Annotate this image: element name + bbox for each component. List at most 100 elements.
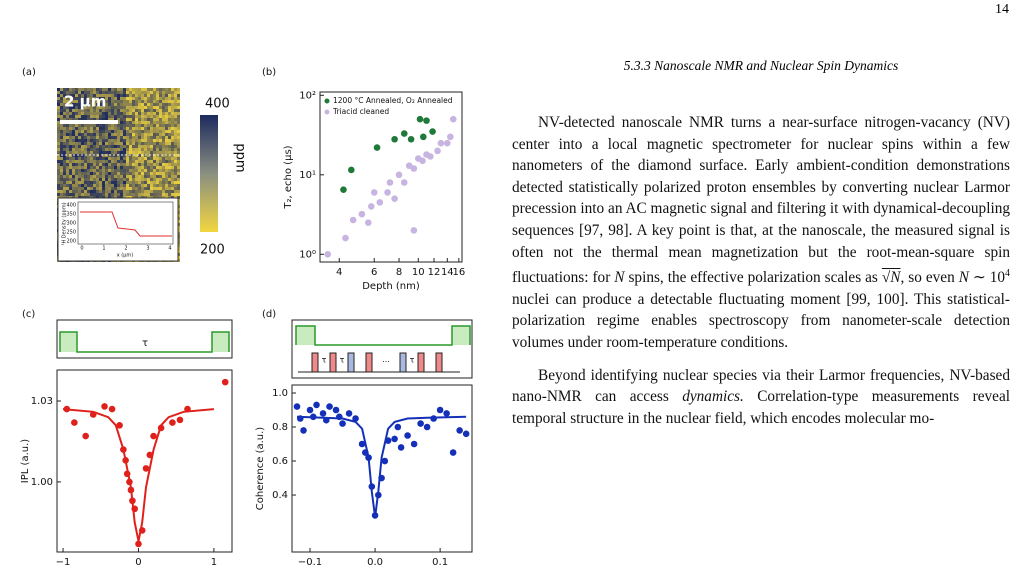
heat-cell — [105, 139, 108, 142]
data-point — [335, 413, 343, 421]
heat-cell — [117, 172, 120, 175]
heat-cell — [129, 100, 132, 103]
heat-cell — [168, 163, 171, 166]
heat-cell — [114, 88, 117, 91]
heat-cell — [138, 100, 141, 103]
heat-cell — [99, 193, 102, 196]
heat-cell — [129, 103, 132, 106]
heat-cell — [117, 103, 120, 106]
heat-cell — [102, 91, 105, 94]
heat-cell — [168, 94, 171, 97]
heat-cell — [75, 163, 78, 166]
heat-cell — [129, 127, 132, 130]
heat-cell — [84, 106, 87, 109]
heat-cell — [72, 178, 75, 181]
heat-cell — [135, 115, 138, 118]
heat-cell — [57, 109, 60, 112]
heat-cell — [111, 157, 114, 160]
heat-cell — [81, 148, 84, 151]
heat-cell — [144, 172, 147, 175]
heat-cell — [174, 148, 177, 151]
heat-cell — [177, 121, 180, 124]
heat-cell — [150, 166, 153, 169]
heat-cell — [96, 181, 99, 184]
heat-cell — [66, 169, 69, 172]
heat-cell — [177, 94, 180, 97]
heat-cell — [117, 190, 120, 193]
data-point — [120, 446, 127, 453]
heat-cell — [138, 130, 141, 133]
heat-cell — [66, 154, 69, 157]
heat-cell — [90, 103, 93, 106]
heat-cell — [84, 127, 87, 130]
heat-cell — [132, 163, 135, 166]
heat-cell — [165, 100, 168, 103]
heat-cell — [129, 148, 132, 151]
heat-cell — [105, 97, 108, 100]
heat-cell — [81, 109, 84, 112]
heat-cell — [84, 163, 87, 166]
heat-cell — [102, 178, 105, 181]
x-tick-label: −1 — [56, 557, 71, 568]
heat-cell — [132, 157, 135, 160]
heat-cell — [159, 172, 162, 175]
data-point — [358, 440, 366, 448]
heat-cell — [132, 97, 135, 100]
heat-cell — [84, 169, 87, 172]
heat-cell — [96, 160, 99, 163]
heat-cell — [75, 124, 78, 127]
heat-cell — [84, 109, 87, 112]
heat-cell — [57, 166, 60, 169]
heat-cell — [123, 172, 126, 175]
heat-cell — [108, 157, 111, 160]
heat-cell — [135, 157, 138, 160]
heat-cell — [72, 148, 75, 151]
scale-bar-label: 2 µm — [64, 93, 106, 111]
heat-cell — [81, 130, 84, 133]
heat-cell — [171, 142, 174, 145]
heat-cell — [126, 97, 129, 100]
heat-cell — [93, 181, 96, 184]
pulse-box — [56, 319, 233, 359]
heat-cell — [165, 178, 168, 181]
heat-cell — [135, 130, 138, 133]
heat-cell — [156, 97, 159, 100]
heat-cell — [138, 127, 141, 130]
heat-cell — [159, 121, 162, 124]
heat-cell — [105, 91, 108, 94]
heat-cell — [171, 91, 174, 94]
heat-cell — [69, 163, 72, 166]
heat-cell — [60, 151, 63, 154]
heat-cell — [153, 193, 156, 196]
heat-cell — [66, 166, 69, 169]
heat-cell — [57, 184, 60, 187]
heat-cell — [90, 169, 93, 172]
heat-cell — [123, 184, 126, 187]
x-tick-label: 12 — [428, 267, 441, 278]
heat-cell — [78, 157, 81, 160]
heat-cell — [138, 124, 141, 127]
heat-cell — [147, 106, 150, 109]
heat-cell — [75, 91, 78, 94]
heat-cell — [96, 94, 99, 97]
heat-cell — [60, 97, 63, 100]
heat-cell — [78, 148, 81, 151]
inset-tick: 300 — [66, 221, 76, 227]
heat-cell — [135, 178, 138, 181]
heat-cell — [63, 178, 66, 181]
heat-cell — [120, 160, 123, 163]
heat-cell — [111, 130, 114, 133]
data-point — [352, 415, 359, 422]
heat-cell — [72, 88, 75, 91]
heat-cell — [90, 139, 93, 142]
heat-cell — [174, 115, 177, 118]
heat-cell — [102, 142, 105, 145]
heat-cell — [72, 160, 75, 163]
heat-cell — [105, 163, 108, 166]
heat-cell — [63, 190, 66, 193]
heat-cell — [93, 190, 96, 193]
heat-cell — [111, 172, 114, 175]
data-point — [378, 474, 385, 482]
pulse-label: τ — [322, 356, 327, 365]
heat-cell — [126, 94, 129, 97]
